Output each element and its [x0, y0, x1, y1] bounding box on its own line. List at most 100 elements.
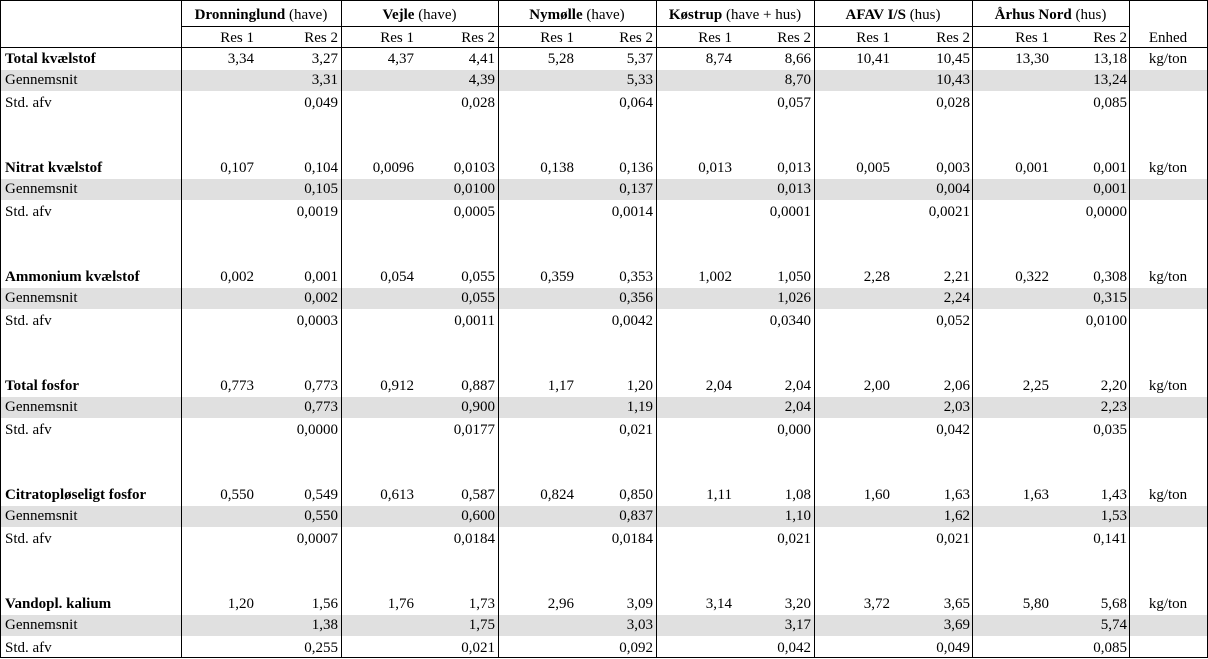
std-value: 0,0177 [453, 422, 495, 438]
res1-value: 5,28 [547, 51, 574, 67]
group-name: Køstrup [668, 7, 723, 23]
std-value: 0,0100 [1085, 313, 1127, 329]
res1-header: Res 1 [380, 30, 414, 46]
column-divider [1129, 1, 1130, 657]
res1-header: Res 1 [1015, 30, 1049, 46]
std-value: 0,0000 [1085, 204, 1127, 220]
res2-value: 3,20 [784, 596, 811, 612]
res1-header: Res 1 [220, 30, 254, 46]
res2-value: 0,104 [304, 160, 338, 176]
table-row: Gennemsnit 0,550 0,600 0,837 1,10 1,62 1,53 [1, 506, 1207, 527]
std-value: 0,255 [304, 640, 338, 656]
column-divider [656, 1, 657, 657]
res2-value: 3,27 [311, 51, 338, 67]
mean-value: 0,137 [619, 181, 653, 197]
res2-value: 0,136 [619, 160, 653, 176]
res2-value: 1,63 [943, 487, 970, 503]
group-name: AFAV I/S [845, 7, 906, 23]
res2-value: 0,587 [461, 487, 495, 503]
group-type: (have) [582, 7, 625, 23]
group-type: (have) [414, 7, 457, 23]
group-name: Århus Nord [994, 7, 1072, 23]
std-value: 0,0021 [928, 204, 970, 220]
res2-value: 0,773 [304, 378, 338, 394]
std-value: 0,0184 [611, 531, 653, 547]
group-type: (hus) [905, 7, 941, 23]
res2-value: 0,013 [777, 160, 811, 176]
res1-value: 1,20 [227, 596, 254, 612]
res1-value: 1,63 [1022, 487, 1049, 503]
std-value: 0,085 [1093, 640, 1127, 656]
unit-value: kg/ton [1148, 596, 1188, 612]
res2-value: 1,56 [311, 596, 338, 612]
res2-value: 2,04 [784, 378, 811, 394]
mean-label: Gennemsnit [5, 399, 78, 415]
res1-value: 0,0096 [372, 160, 414, 176]
table-row: Std. afv 0,0003 0,0011 0,0042 0,0340 0,052 0,0… [1, 310, 1207, 332]
group-header: Århus Nord (hus) [972, 4, 1129, 26]
res1-value: 3,14 [705, 596, 732, 612]
res2-value: 1,08 [784, 487, 811, 503]
parameter-name: Citratopløseligt fosfor [5, 487, 147, 503]
res2-value: 10,45 [936, 51, 970, 67]
std-value: 0,049 [936, 640, 970, 656]
res2-value: 0,887 [461, 378, 495, 394]
res2-value: 0,003 [936, 160, 970, 176]
mean-value: 10,43 [936, 72, 970, 88]
unit-header: Enhed [1148, 30, 1188, 46]
parameter-name: Ammonium kvælstof [5, 269, 140, 285]
res1-value: 1,76 [387, 596, 414, 612]
std-label: Std. afv [5, 422, 52, 438]
parameter-name: Total kvælstof [5, 51, 96, 67]
std-value: 0,0019 [296, 204, 338, 220]
unit-value: kg/ton [1148, 269, 1188, 285]
std-value: 0,0007 [296, 531, 338, 547]
mean-value: 0,315 [1093, 290, 1127, 306]
parameter-name: Nitrat kvælstof [5, 160, 103, 176]
res2-value: 0,001 [304, 269, 338, 285]
unit-value: kg/ton [1148, 378, 1188, 394]
mean-value: 0,550 [304, 508, 338, 524]
mean-value: 0,600 [461, 508, 495, 524]
res1-value: 5,80 [1022, 596, 1049, 612]
table-row: Std. afv 0,049 0,028 0,064 0,057 0,028 0,085 [1, 92, 1207, 114]
res2-value: 0,850 [619, 487, 653, 503]
table-row: Nitrat kvælstof 0,107 0,104 0,0096 0,0103 0,1… [1, 157, 1207, 179]
std-value: 0,028 [936, 95, 970, 111]
res1-value: 0,005 [856, 160, 890, 176]
mean-label: Gennemsnit [5, 290, 78, 306]
res1-value: 2,96 [547, 596, 574, 612]
group-name: Vejle [382, 7, 415, 23]
mean-value: 3,17 [784, 617, 811, 633]
res1-value: 0,773 [220, 378, 254, 394]
mean-value: 1,53 [1100, 508, 1127, 524]
res2-value: 1,20 [626, 378, 653, 394]
parameter-name: Total fosfor [5, 378, 80, 394]
group-type: (have + hus) [722, 7, 802, 23]
res2-value: 1,050 [777, 269, 811, 285]
table-row: Std. afv 0,255 0,021 0,092 0,042 0,049 0,085 [1, 637, 1207, 659]
std-value: 0,0184 [453, 531, 495, 547]
std-value: 0,000 [777, 422, 811, 438]
group-header: AFAV I/S (hus) [814, 4, 972, 26]
group-header: Dronninglund (have) [181, 4, 341, 26]
mean-value: 1,38 [311, 617, 338, 633]
group-type: (have) [285, 7, 328, 23]
res1-value: 1,11 [706, 487, 732, 503]
std-value: 0,0011 [454, 313, 495, 329]
res1-value: 0,001 [1015, 160, 1049, 176]
mean-value: 8,70 [784, 72, 811, 88]
mean-value: 0,004 [936, 181, 970, 197]
mean-value: 13,24 [1093, 72, 1127, 88]
table-row: Gennemsnit 0,002 0,055 0,356 1,026 2,24 0,315 [1, 288, 1207, 309]
res2-value: 0,001 [1093, 160, 1127, 176]
res1-value: 2,00 [863, 378, 890, 394]
group-name: Nymølle [529, 7, 583, 23]
mean-value: 2,23 [1100, 399, 1127, 415]
table-row: Std. afv 0,0007 0,0184 0,0184 0,021 0,021 0,14… [1, 528, 1207, 550]
unit-value: kg/ton [1148, 487, 1188, 503]
std-value: 0,0005 [453, 204, 495, 220]
column-divider [972, 1, 973, 657]
res2-value: 5,68 [1100, 596, 1127, 612]
std-value: 0,035 [1093, 422, 1127, 438]
